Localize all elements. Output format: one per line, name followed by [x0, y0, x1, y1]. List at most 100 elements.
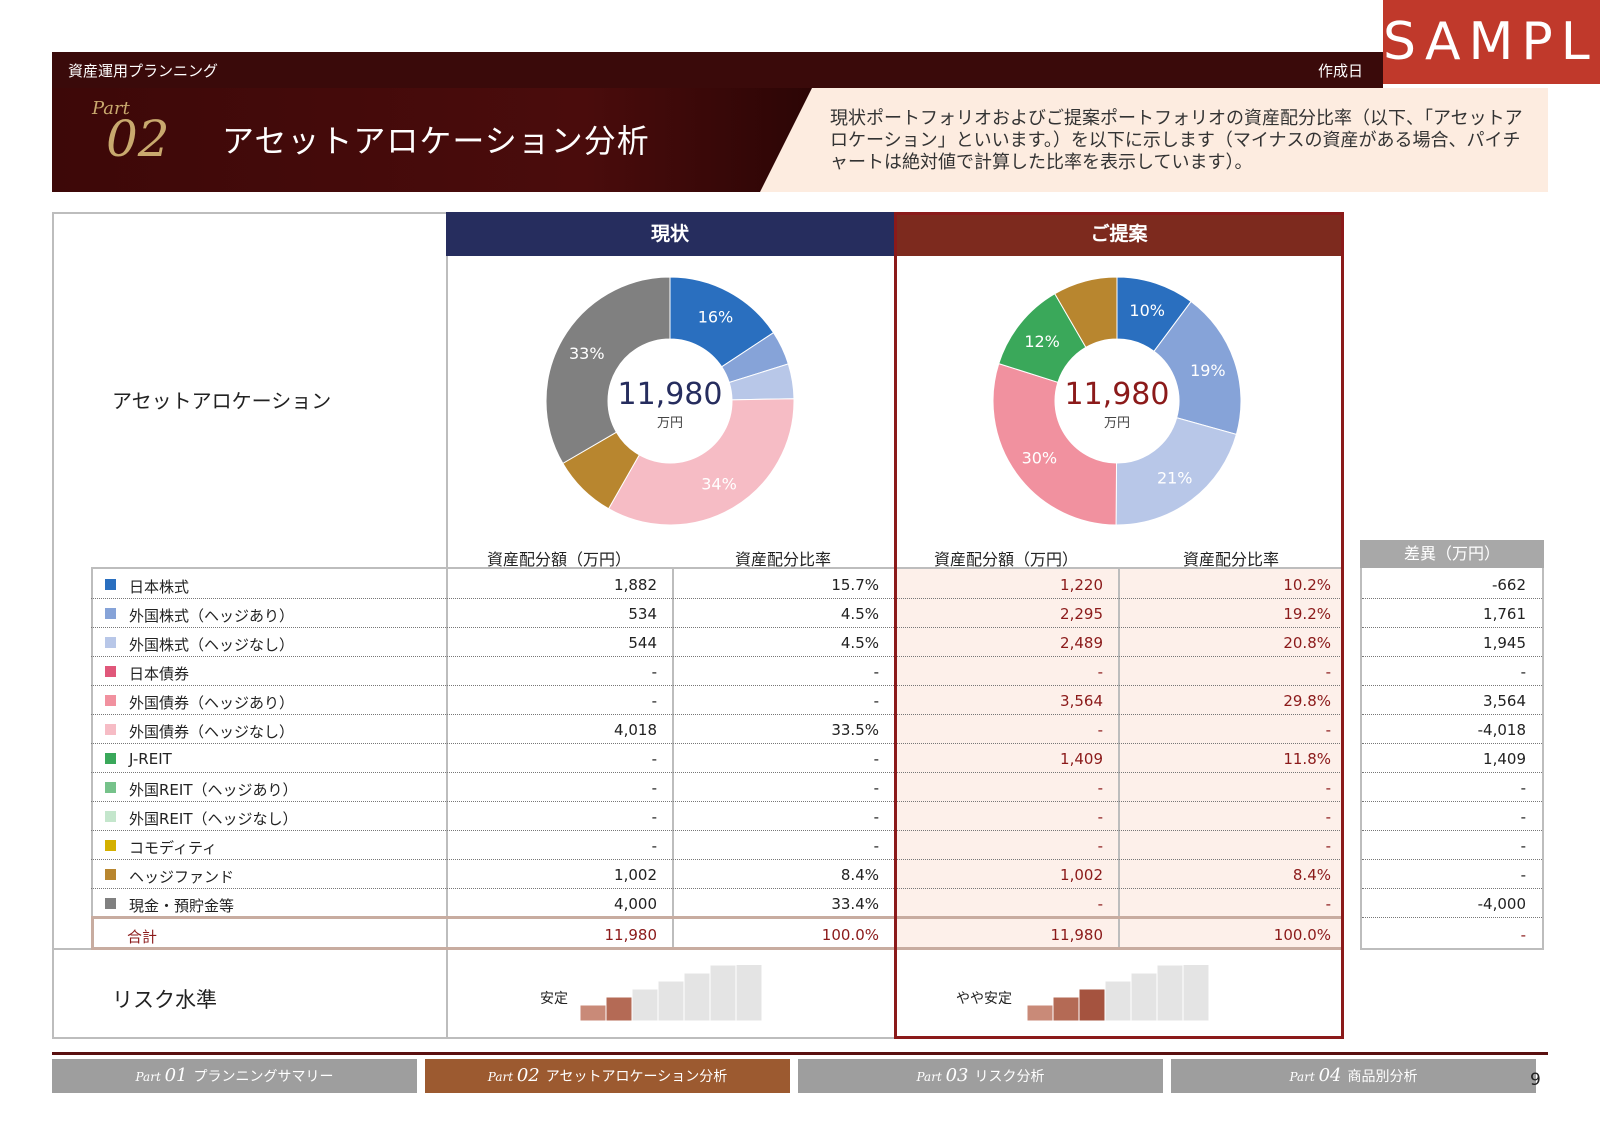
current-amount: 4,000: [614, 895, 657, 913]
current-ratio: 15.7%: [831, 576, 879, 594]
total-label: 合計: [127, 928, 158, 946]
diff-value: -662: [1491, 576, 1526, 594]
proposal-slice-3: [992, 362, 1118, 526]
nav-part-number: 03: [945, 1065, 969, 1086]
row-separator: [91, 801, 1344, 802]
asset-name: コモディティ: [129, 839, 218, 857]
page-number: 9: [1530, 1070, 1541, 1090]
divider-label-col: [446, 212, 448, 1039]
legend-swatch: [105, 811, 116, 822]
nav-tab-part-03[interactable]: Part 03 リスク分析: [798, 1059, 1163, 1093]
legend-swatch: [105, 579, 116, 590]
nav-tab-part-02[interactable]: Part 02 アセットアロケーション分析: [425, 1059, 790, 1093]
diff-value: -4,018: [1477, 721, 1526, 739]
proposal-header: ご提案: [894, 212, 1344, 256]
current-amount: -: [651, 779, 657, 797]
nav-part-word: Part: [916, 1070, 946, 1084]
proposal-ratio: 29.8%: [1283, 692, 1331, 710]
table-row: 外国REIT（ヘッジあり） - - - - -: [91, 773, 1544, 802]
current-risk-text: 安定: [540, 991, 568, 1007]
proposal-slice-label-2: 21%: [1157, 469, 1193, 488]
proposal-ratio: -: [1325, 808, 1331, 826]
proposal-slice-label-3: 30%: [1022, 448, 1058, 467]
current-ratio: -: [873, 837, 879, 855]
nav-part-word: Part: [487, 1070, 517, 1084]
proposal-amount: 1,002: [1060, 866, 1103, 884]
current-amount: 1,882: [614, 576, 657, 594]
row-separator: [91, 830, 1344, 831]
current-ratio: 4.5%: [840, 634, 879, 652]
proposal-ratio: -: [1325, 721, 1331, 739]
legend-swatch: [105, 869, 116, 880]
diff-value: -: [1520, 808, 1526, 826]
proposal-ratio: 100.0%: [1273, 926, 1331, 944]
table-row: J-REIT - - 1,409 11.8% 1,409: [91, 744, 1544, 773]
current-risk-bars: [580, 965, 763, 1022]
asset-name: 外国REIT（ヘッジなし）: [129, 810, 298, 828]
proposal-amount: -: [1097, 895, 1103, 913]
current-risk-step-6: [709, 965, 737, 1022]
table-row: 外国株式（ヘッジなし） 544 4.5% 2,489 20.8% 1,945: [91, 628, 1544, 657]
proposal-risk-step-4: [1104, 980, 1132, 1022]
current-risk-step-2: [605, 996, 633, 1022]
proposal-ratio: 8.4%: [1292, 866, 1331, 884]
asset-name: 現金・預貯金等: [129, 897, 235, 915]
section-label: 資産運用プランニング: [68, 62, 219, 80]
row-separator: [91, 917, 1344, 918]
divider-proposal-mid: [1118, 568, 1120, 950]
current-amount: -: [651, 750, 657, 768]
proposal-slice-label-1: 19%: [1190, 361, 1226, 380]
asset-name: 外国株式（ヘッジあり）: [129, 607, 295, 625]
proposal-amount: 1,409: [1060, 750, 1103, 768]
table-row: 外国株式（ヘッジあり） 534 4.5% 2,295 19.2% 1,761: [91, 599, 1544, 628]
diff-row-separator: [1362, 888, 1542, 889]
diff-value: 1,945: [1483, 634, 1526, 652]
row-separator: [91, 888, 1344, 889]
part-navigation: Part 01 プランニングサマリー Part 02 アセットアロケーション分析 Par…: [52, 1052, 1548, 1093]
nav-tab-label: 商品別分析: [1347, 1069, 1418, 1085]
current-risk-step-7: [735, 965, 763, 1022]
legend-swatch: [105, 753, 116, 764]
proposal-amount: -: [1097, 721, 1103, 739]
proposal-risk-step-7: [1182, 965, 1210, 1022]
diff-row-separator: [1362, 656, 1542, 657]
current-ratio: 100.0%: [821, 926, 879, 944]
divider-current-mid: [672, 568, 674, 950]
diff-column-frame: [1360, 568, 1544, 950]
nav-tab-label: プランニングサマリー: [193, 1069, 334, 1085]
asset-name: 外国REIT（ヘッジあり）: [129, 781, 298, 799]
proposal-donut-chart: 10% 19% 21% 30% 12%: [992, 276, 1242, 526]
proposal-amount: 11,980: [1050, 926, 1104, 944]
proposal-risk-step-1: [1027, 1004, 1054, 1022]
table-row: 日本株式 1,882 15.7% 1,220 10.2% -662: [91, 570, 1544, 599]
nav-tab-part-04[interactable]: Part 04 商品別分析: [1171, 1059, 1536, 1093]
asset-name: 外国債券（ヘッジなし）: [129, 723, 295, 741]
row-separator: [91, 656, 1344, 657]
current-risk-step-1: [580, 1004, 607, 1022]
current-amount: 534: [628, 605, 657, 623]
row-separator: [91, 685, 1344, 686]
legend-swatch: [105, 666, 116, 677]
row-separator: [91, 743, 1344, 744]
nav-part-number: 02: [516, 1065, 540, 1086]
legend-swatch: [105, 840, 116, 851]
proposal-slice-label-0: 10%: [1129, 301, 1165, 320]
current-slice-label-3: 34%: [701, 475, 737, 494]
description-text: 現状ポートフォリオおよびご提案ポートフォリオの資産配分比率（以下、「アセットアロ…: [830, 108, 1523, 173]
legend-swatch: [105, 695, 116, 706]
asset-name: 日本株式: [129, 578, 190, 596]
nav-tab-part-01[interactable]: Part 01 プランニングサマリー: [52, 1059, 417, 1093]
legend-swatch: [105, 637, 116, 648]
proposal-amount: 1,220: [1060, 576, 1103, 594]
nav-tab-label: リスク分析: [974, 1069, 1045, 1085]
diff-value: -: [1520, 837, 1526, 855]
proposal-amount: -: [1097, 779, 1103, 797]
proposal-total-value: 11,980: [1064, 377, 1170, 412]
total-row: 合計 11,980 100.0% 11,980 100.0% -: [91, 920, 1544, 949]
row-separator: [91, 859, 1344, 860]
legend-swatch: [105, 608, 116, 619]
diff-row-separator: [1362, 801, 1542, 802]
current-amount: -: [651, 663, 657, 681]
diff-value: 3,564: [1483, 692, 1526, 710]
current-amount: 544: [628, 634, 657, 652]
